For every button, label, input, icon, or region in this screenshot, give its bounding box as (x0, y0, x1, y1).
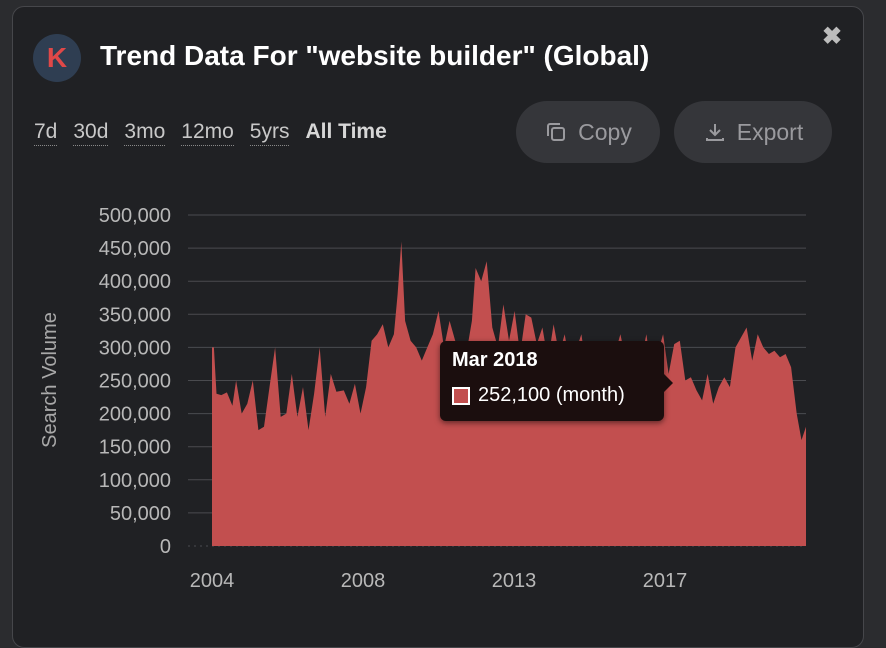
range-12mo[interactable]: 12mo (181, 120, 234, 146)
tooltip-value: 252,100 (month) (478, 384, 625, 406)
y-tick-label: 450,000 (99, 238, 171, 260)
x-tick-label: 2013 (492, 570, 537, 592)
x-tick-label: 2017 (643, 570, 688, 592)
y-tick-label: 250,000 (99, 371, 171, 393)
y-tick-label: 0 (160, 536, 171, 558)
copy-label: Copy (578, 118, 632, 145)
range-7d[interactable]: 7d (34, 120, 58, 146)
download-icon (705, 124, 724, 141)
tooltip-date: Mar 2018 (452, 349, 538, 371)
x-tick-label: 2004 (190, 570, 235, 592)
y-tick-label: 200,000 (99, 404, 171, 426)
export-button[interactable]: Export (674, 101, 832, 163)
y-axis-label: Search Volume (39, 312, 61, 448)
y-tick-label: 100,000 (99, 470, 171, 492)
x-axis: 2004 2008 2013 2017 (190, 570, 688, 592)
y-tick-label: 50,000 (110, 503, 171, 525)
x-tick-label: 2008 (341, 570, 386, 592)
trend-chart: 0 50,000 100,000 150,000 200,000 250,000 300,0… (39, 205, 806, 592)
copy-button[interactable]: Copy (516, 101, 660, 163)
y-tick-label: 350,000 (99, 304, 171, 326)
range-5yrs[interactable]: 5yrs (249, 120, 290, 146)
y-tick-label: 300,000 (99, 337, 171, 359)
y-tick-label: 500,000 (99, 205, 171, 227)
time-range-selector: 7d 30d 3mo 12mo 5yrs All Time (34, 120, 387, 146)
y-axis: 0 50,000 100,000 150,000 200,000 250,000 300,0… (99, 205, 171, 558)
logo: K (33, 34, 81, 82)
export-label: Export (736, 118, 804, 145)
y-tick-label: 400,000 (99, 271, 171, 293)
copy-icon (547, 123, 566, 141)
panel-title: Trend Data For "website builder" (Global… (100, 40, 650, 71)
logo-letter: K (46, 42, 68, 73)
chart-tooltip: Mar 2018 252,100 (month) (440, 341, 673, 421)
close-icon[interactable]: ✖ (822, 23, 843, 50)
range-30d[interactable]: 30d (73, 120, 109, 146)
range-all-time[interactable]: All Time (305, 120, 387, 143)
range-3mo[interactable]: 3mo (124, 120, 166, 146)
tooltip-swatch (452, 387, 470, 405)
y-tick-label: 150,000 (99, 437, 171, 459)
